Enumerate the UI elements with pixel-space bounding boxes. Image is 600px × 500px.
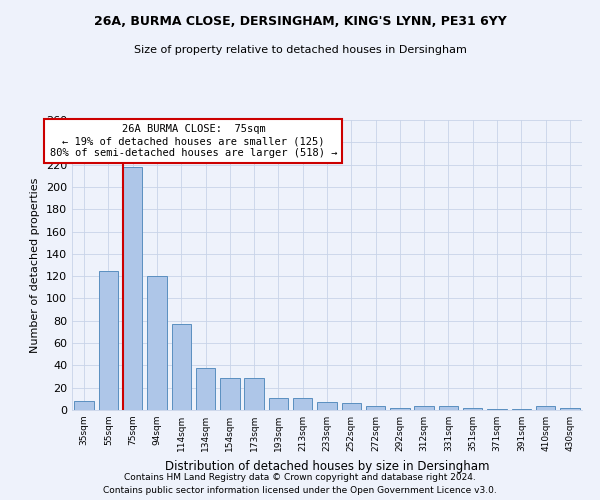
Text: 26A BURMA CLOSE:  75sqm
← 19% of detached houses are smaller (125)
80% of semi-d: 26A BURMA CLOSE: 75sqm ← 19% of detached… xyxy=(50,124,337,158)
Bar xyxy=(487,409,507,410)
Y-axis label: Number of detached properties: Number of detached properties xyxy=(31,178,40,352)
Bar xyxy=(536,406,555,410)
Bar xyxy=(147,276,167,410)
Bar xyxy=(512,409,531,410)
Bar xyxy=(172,324,191,410)
Bar xyxy=(269,398,288,410)
Text: Contains public sector information licensed under the Open Government Licence v3: Contains public sector information licen… xyxy=(103,486,497,495)
Text: Size of property relative to detached houses in Dersingham: Size of property relative to detached ho… xyxy=(134,45,466,55)
Bar xyxy=(74,401,94,410)
Bar xyxy=(415,406,434,410)
Bar xyxy=(123,167,142,410)
Bar xyxy=(244,378,264,410)
Bar xyxy=(196,368,215,410)
Bar xyxy=(99,270,118,410)
Bar xyxy=(439,406,458,410)
Text: 26A, BURMA CLOSE, DERSINGHAM, KING'S LYNN, PE31 6YY: 26A, BURMA CLOSE, DERSINGHAM, KING'S LYN… xyxy=(94,15,506,28)
Bar xyxy=(317,402,337,410)
X-axis label: Distribution of detached houses by size in Dersingham: Distribution of detached houses by size … xyxy=(165,460,489,472)
Bar xyxy=(463,408,482,410)
Bar xyxy=(366,406,385,410)
Text: Contains HM Land Registry data © Crown copyright and database right 2024.: Contains HM Land Registry data © Crown c… xyxy=(124,474,476,482)
Bar xyxy=(390,408,410,410)
Bar xyxy=(341,404,361,410)
Bar xyxy=(220,378,239,410)
Bar xyxy=(560,408,580,410)
Bar xyxy=(293,398,313,410)
